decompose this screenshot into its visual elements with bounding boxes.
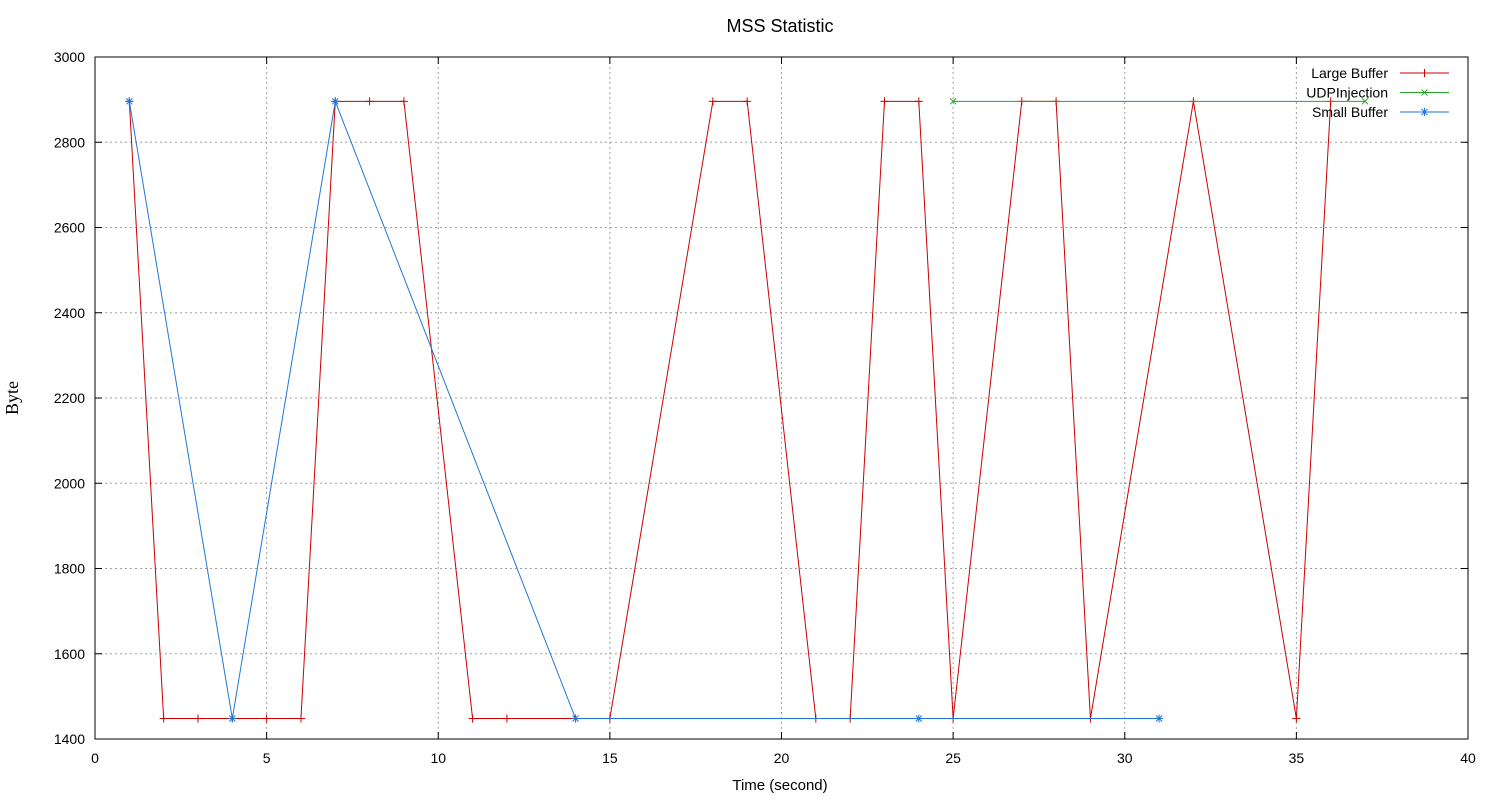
data-point-small-buffer	[331, 97, 340, 106]
x-tick-label: 40	[1460, 750, 1476, 766]
y-tick-label: 1800	[54, 561, 85, 577]
data-point-small-buffer	[1155, 714, 1164, 723]
x-tick-label: 5	[263, 750, 271, 766]
y-tick-label: 2400	[54, 305, 85, 321]
y-axis-label: Byte	[2, 381, 22, 415]
y-tick-label: 3000	[54, 49, 85, 65]
data-point-large-buffer	[193, 714, 202, 723]
axis-ticks: 0 5 10 15 20 25 30 35 40 1400 1600 1800 2000 2200 2400…	[54, 49, 1476, 766]
data-point-large-buffer	[296, 714, 305, 723]
y-tick-label: 2200	[54, 390, 85, 406]
data-point-small-buffer	[125, 97, 134, 106]
x-tick-label: 20	[774, 750, 790, 766]
data-point-small-buffer	[914, 714, 923, 723]
x-tick-label: 25	[945, 750, 961, 766]
series-line-small-buffer	[128, 99, 1160, 720]
data-point-large-buffer	[262, 714, 271, 723]
grid	[95, 57, 1468, 739]
data-point-large-buffer	[880, 97, 889, 106]
data-point-large-buffer	[468, 714, 477, 723]
legend: Large Buffer UDPInjection Small Buffer	[1306, 65, 1449, 120]
series-line-large-buffer	[128, 100, 1332, 720]
legend-label-small-buffer: Small Buffer	[1312, 104, 1388, 120]
legend-label-large-buffer: Large Buffer	[1311, 65, 1388, 81]
data-point-small-buffer	[571, 714, 580, 723]
y-tick-label: 1400	[54, 731, 85, 747]
series-area	[125, 97, 1369, 723]
legend-marker-small-buffer	[1420, 108, 1429, 116]
chart-title: MSS Statistic	[726, 16, 833, 36]
data-point-udpinjection	[1361, 97, 1369, 105]
y-tick-label: 2800	[54, 134, 85, 150]
data-point-large-buffer	[159, 714, 168, 723]
y-tick-label: 2000	[54, 475, 85, 491]
legend-marker-large-buffer	[1420, 69, 1429, 77]
data-point-udpinjection	[949, 97, 957, 105]
series-small-buffer	[125, 97, 1164, 723]
data-point-large-buffer	[708, 97, 717, 106]
y-tick-label: 2600	[54, 220, 85, 236]
x-tick-label: 30	[1117, 750, 1133, 766]
x-tick-label: 0	[91, 750, 99, 766]
data-point-large-buffer	[502, 714, 511, 723]
data-point-large-buffer	[914, 97, 923, 106]
data-point-large-buffer	[743, 97, 752, 106]
series-large-buffer	[125, 97, 1335, 723]
legend-marker-udpinjection	[1421, 89, 1428, 96]
data-point-large-buffer	[399, 97, 408, 106]
series-udpinjection	[949, 97, 1369, 105]
data-point-large-buffer	[365, 97, 374, 106]
y-tick-label: 1600	[54, 646, 85, 662]
x-tick-label: 10	[430, 750, 446, 766]
legend-label-udpinjection: UDPInjection	[1306, 85, 1388, 101]
data-point-small-buffer	[228, 714, 237, 723]
data-point-large-buffer	[1292, 714, 1301, 723]
x-tick-label: 15	[602, 750, 618, 766]
x-tick-label: 35	[1289, 750, 1305, 766]
x-axis-label: Time (second)	[732, 777, 827, 794]
